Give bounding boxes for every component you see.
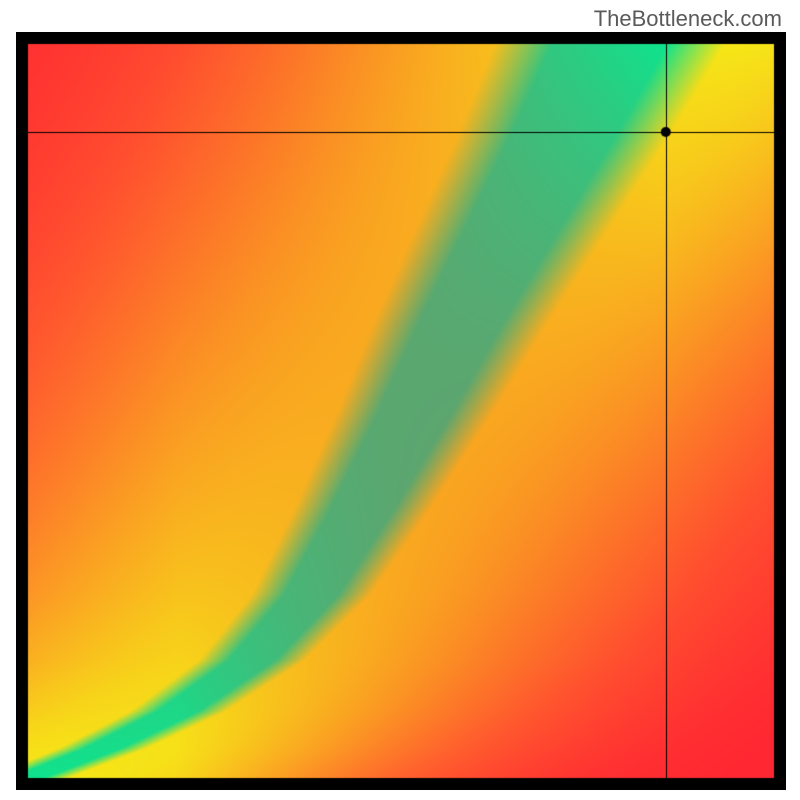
chart-area: [16, 32, 786, 790]
chart-container: TheBottleneck.com: [0, 0, 800, 800]
watermark-text: TheBottleneck.com: [594, 6, 782, 32]
heatmap-canvas: [16, 32, 786, 790]
